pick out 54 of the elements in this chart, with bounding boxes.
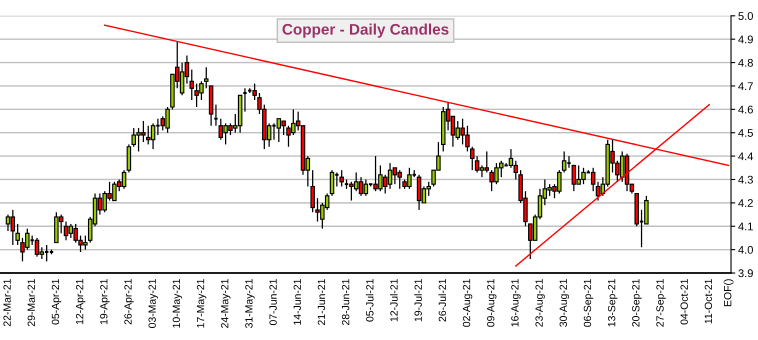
- x-tick-label: 30-Aug-21: [560, 279, 570, 327]
- x-tick-label: 13-Sep-21: [608, 279, 618, 326]
- x-tick-label: 26-Jul-21: [438, 279, 446, 322]
- x-tick-label: 12-Jul-21: [390, 279, 398, 322]
- candlestick: [562, 150, 566, 174]
- y-tick-label: 4.8: [738, 58, 753, 67]
- x-tick-label: 23-Aug-21: [535, 279, 545, 327]
- y-tick-label: 4.5: [738, 129, 753, 137]
- x-tick-label: 17-May-21: [196, 279, 206, 328]
- y-tick-label: 4.4: [738, 152, 754, 160]
- candlestick: [190, 68, 194, 101]
- candlestick: [310, 170, 315, 213]
- y-tick-label: 4.9: [738, 35, 753, 44]
- x-tick-label: 05-Jul-21: [366, 279, 374, 322]
- x-tick-label: 14-Jun-21: [294, 279, 301, 325]
- y-tick-label: 5.0: [738, 12, 753, 20]
- candlestick: [470, 146, 475, 171]
- x-tick-label: 24-May-21: [221, 279, 230, 328]
- y-tick-label: 4.0: [738, 246, 753, 254]
- y-tick-label: 4.7: [738, 82, 753, 90]
- x-tick-label: 28-Jun-21: [342, 279, 350, 325]
- x-tick-label: 21-Jun-21: [318, 279, 326, 325]
- x-tick-label: 12-Apr-21: [76, 279, 86, 324]
- x-tick-label: 10-May-21: [172, 279, 182, 328]
- x-tick-label: 27-Sep-21: [656, 279, 666, 327]
- x-tick-label: 05-Apr-21: [52, 279, 62, 324]
- candlestick: [204, 66, 209, 89]
- x-tick-label: EOF(): [724, 279, 734, 306]
- chart-title: Copper - Daily Candles: [282, 24, 449, 38]
- x-tick-label: 31-May-21: [245, 279, 255, 328]
- x-tick-label: 09-Aug-21: [487, 279, 496, 327]
- candlestick: [339, 170, 344, 188]
- candlestick: [126, 144, 132, 174]
- y-tick-label: 4.6: [738, 106, 753, 114]
- y-tick-label: 4.1: [738, 222, 753, 230]
- candlestick: [644, 195, 649, 225]
- candlestick: [330, 170, 334, 196]
- candlestick: [590, 167, 596, 192]
- x-tick-label: 06-Sep-21: [584, 279, 594, 327]
- x-tick-label: 16-Aug-21: [511, 279, 521, 326]
- x-tick-label: 29-Mar-21: [28, 279, 35, 326]
- x-tick-label: 19-Apr-21: [100, 279, 110, 324]
- x-tick-label: 19-Jul-21: [414, 279, 422, 322]
- x-tick-label: 22-Mar-21: [3, 279, 11, 326]
- x-tick-label: 03-May-21: [148, 279, 158, 328]
- x-tick-label: 20-Sep-21: [632, 279, 642, 327]
- x-tick-label: 04-Oct-21: [680, 279, 688, 324]
- y-tick-label: 4.2: [738, 199, 753, 207]
- y-tick-label: 3.9: [738, 269, 753, 278]
- x-tick-label: 02-Aug-21: [462, 279, 472, 327]
- x-tick-label: 26-Apr-21: [124, 279, 134, 324]
- y-tick-label: 4.3: [738, 176, 753, 184]
- x-tick-label: 07-Jun-21: [269, 279, 277, 326]
- x-tick-label: 11-Oct-21: [704, 279, 712, 324]
